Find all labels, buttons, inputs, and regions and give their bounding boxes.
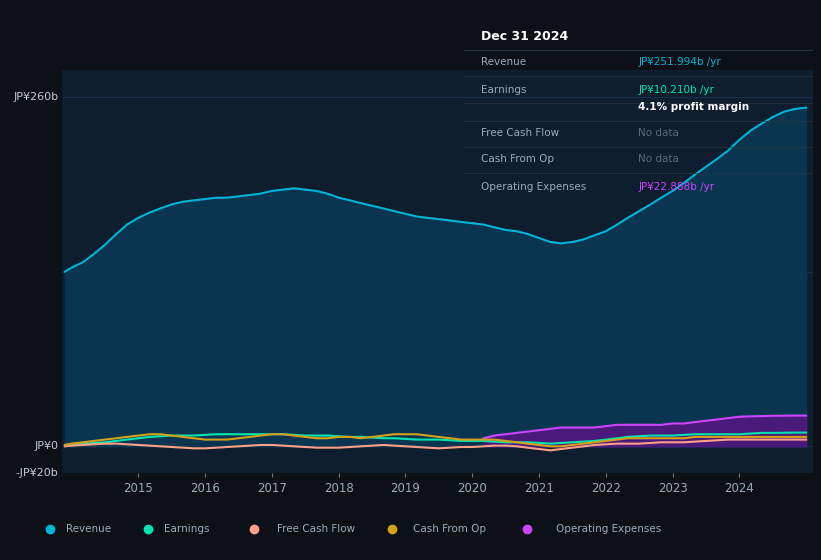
- Text: -JP¥20b: -JP¥20b: [16, 468, 58, 478]
- Text: 4.1% profit margin: 4.1% profit margin: [639, 102, 750, 113]
- Text: Free Cash Flow: Free Cash Flow: [481, 128, 559, 138]
- Text: Dec 31 2024: Dec 31 2024: [481, 30, 569, 43]
- Text: JP¥251.994b /yr: JP¥251.994b /yr: [639, 57, 721, 67]
- Text: Earnings: Earnings: [164, 524, 210, 534]
- Text: Cash From Op: Cash From Op: [481, 154, 554, 164]
- Text: JP¥0: JP¥0: [34, 441, 58, 451]
- Text: JP¥260b: JP¥260b: [13, 92, 58, 102]
- Text: Cash From Op: Cash From Op: [413, 524, 485, 534]
- Text: Operating Expenses: Operating Expenses: [556, 524, 661, 534]
- Text: Free Cash Flow: Free Cash Flow: [277, 524, 355, 534]
- Text: Operating Expenses: Operating Expenses: [481, 182, 586, 192]
- Text: Earnings: Earnings: [481, 85, 527, 95]
- Text: Revenue: Revenue: [66, 524, 111, 534]
- Text: No data: No data: [639, 154, 679, 164]
- Text: JP¥22.888b /yr: JP¥22.888b /yr: [639, 182, 714, 192]
- Text: Revenue: Revenue: [481, 57, 526, 67]
- Text: JP¥10.210b /yr: JP¥10.210b /yr: [639, 85, 714, 95]
- Text: No data: No data: [639, 128, 679, 138]
